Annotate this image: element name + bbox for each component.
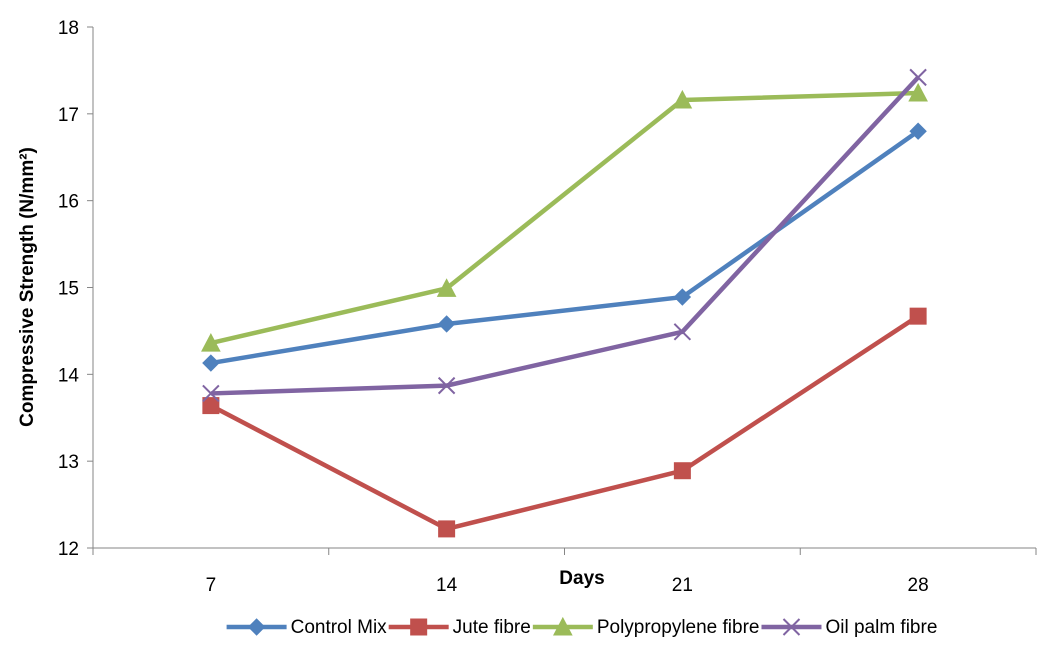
legend-label: Jute fibre [453,617,531,638]
series-0 [202,122,927,372]
series-2 [201,82,928,352]
legend-marker [410,618,428,636]
legend-marker [552,616,573,636]
data-point [437,315,456,333]
legend-marker [247,618,266,636]
y-axis-title: Compressive Strength (N/mm²) [17,147,38,427]
y-tick-label: 18 [58,18,79,39]
series-line [209,314,920,532]
y-tick-label: 16 [58,192,79,213]
data-point [909,307,927,325]
legend-item-1: Jute fibre [388,617,531,638]
data-point [202,397,220,415]
y-tick-label: 17 [58,105,79,126]
legend-item-3: Oil palm fibre [761,617,937,638]
legend-label: Control Mix [291,617,388,638]
data-point [673,323,692,341]
x-tick-label: 14 [436,575,458,596]
chart-axes: 12 13 14 15 16 17 18 7 14 21 28 [58,18,1037,596]
chart-legend: Control Mix Jute fibre Polypropylene fibre… [226,616,937,638]
data-point [437,376,456,395]
data-point [909,68,927,87]
series-line [210,90,919,346]
y-tick-label: 14 [58,365,80,386]
data-point [672,89,693,109]
series-1 [202,307,927,538]
data-point [201,333,221,352]
data-point [673,288,692,306]
data-point [908,82,928,102]
x-tick-label: 21 [672,575,693,596]
x-tick-label: 7 [206,575,217,596]
y-tick-label: 15 [58,279,79,300]
chart-series [201,68,928,538]
legend-item-2: Polypropylene fibre [532,616,760,638]
x-tick-label: 28 [908,575,929,596]
x-axis-title: Days [559,568,604,589]
y-tick-label: 13 [58,452,79,473]
data-point [202,384,220,403]
legend-label: Oil palm fibre [825,617,937,638]
series-3 [202,68,927,403]
data-point [438,520,456,538]
data-point [673,462,691,480]
legend-item-0: Control Mix [226,617,388,638]
series-line [210,75,920,396]
data-point [909,122,927,140]
series-line [210,129,920,366]
legend-label: Polypropylene fibre [597,617,760,638]
y-tick-label: 12 [58,539,79,560]
data-point [202,354,220,372]
legend-marker [782,618,801,636]
data-point [436,278,457,297]
